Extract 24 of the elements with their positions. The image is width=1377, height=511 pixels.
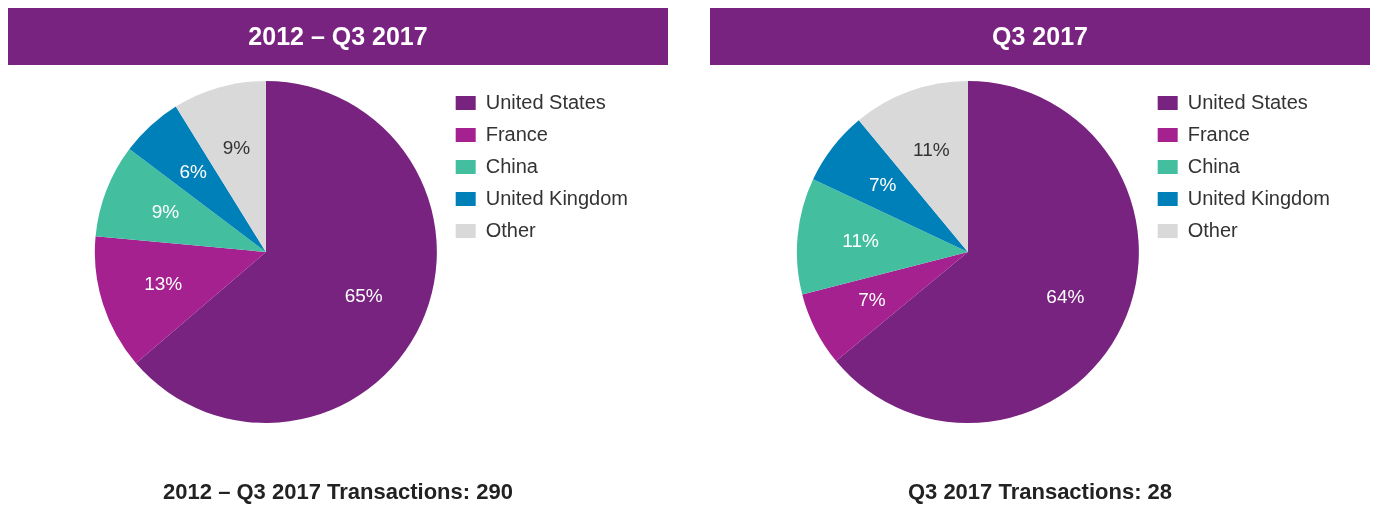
legend-label: United States <box>485 90 606 113</box>
data-label: 9% <box>222 136 251 158</box>
data-label: 64% <box>1046 286 1085 308</box>
text: 2012 – Q3 2017 Transactions: 290 <box>162 479 514 505</box>
chart-title: Q3 2017 <box>710 8 1370 65</box>
data-label: 65% <box>344 285 383 307</box>
data-label: 9% <box>151 201 180 223</box>
legend-label: France <box>1187 122 1250 145</box>
data-label: 11% <box>842 230 880 252</box>
legend-label: China <box>1187 154 1241 177</box>
legend-label: Other <box>1187 218 1239 241</box>
data-label: 7% <box>858 289 886 311</box>
legend-label: United Kingdom <box>1187 186 1331 209</box>
legend-label: France <box>485 122 548 145</box>
data-label: 13% <box>144 272 183 294</box>
data-label: 11% <box>913 138 950 160</box>
legend-label: United States <box>1187 90 1308 113</box>
chart-title: 2012 – Q3 2017 <box>8 8 668 65</box>
legend-label: China <box>485 154 539 177</box>
text: Q3 2017 Transactions: 28 <box>906 479 1174 505</box>
data-label: 6% <box>179 160 208 182</box>
legend-label: Other <box>485 218 537 241</box>
data-label: 7% <box>868 174 897 196</box>
legend-label: United Kingdom <box>485 186 629 209</box>
